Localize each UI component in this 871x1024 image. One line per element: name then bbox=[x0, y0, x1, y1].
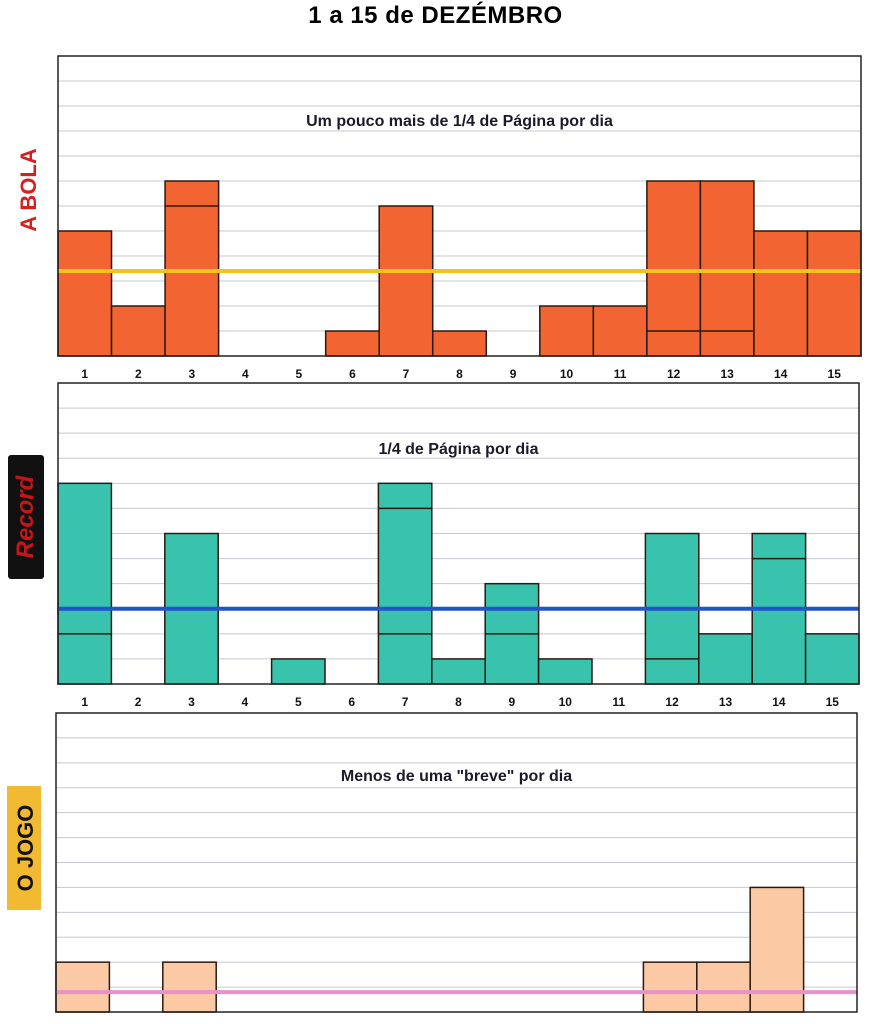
bar-3 bbox=[162, 961, 217, 1013]
bar-2 bbox=[110, 305, 166, 357]
tick-label: 10 bbox=[559, 695, 573, 709]
tick-label: 10 bbox=[560, 367, 574, 381]
page-title: 1 a 15 de DEZÉMBRO bbox=[308, 2, 563, 29]
bar-12 bbox=[646, 180, 702, 357]
bar-14 bbox=[753, 230, 809, 357]
bar-1 bbox=[55, 961, 111, 1013]
bar-8 bbox=[431, 330, 488, 357]
bar-8 bbox=[431, 658, 486, 685]
bar-1 bbox=[57, 230, 113, 357]
tick-label: 11 bbox=[612, 695, 625, 709]
tick-label: 1 bbox=[81, 367, 88, 381]
tick-label: 12 bbox=[667, 367, 681, 381]
bar-13 bbox=[699, 180, 755, 357]
logo-text: Record bbox=[12, 474, 39, 558]
tick-label: 7 bbox=[403, 367, 410, 381]
logo-text: O JOGO bbox=[13, 805, 38, 892]
tick-label: 6 bbox=[348, 695, 355, 709]
tick-label: 13 bbox=[720, 367, 734, 381]
tick-label: 8 bbox=[455, 695, 462, 709]
tick-label: 9 bbox=[510, 367, 517, 381]
tick-label: 9 bbox=[509, 695, 516, 709]
logo-a-bola: A BOLA bbox=[16, 148, 41, 232]
tick-label: 5 bbox=[296, 367, 303, 381]
bar-7 bbox=[378, 205, 434, 357]
tick-label: 2 bbox=[135, 695, 142, 709]
bar-3 bbox=[164, 180, 220, 357]
plot-frame bbox=[55, 712, 858, 1013]
plot-frame bbox=[57, 55, 862, 357]
tick-label: 15 bbox=[828, 367, 842, 381]
bar-10 bbox=[537, 658, 593, 685]
plot-frame bbox=[57, 382, 860, 685]
bar-15 bbox=[806, 230, 862, 357]
tick-label: 11 bbox=[614, 367, 627, 381]
tick-label: 15 bbox=[826, 695, 840, 709]
bar-10 bbox=[539, 305, 595, 357]
tick-label: 14 bbox=[772, 695, 786, 709]
tick-label: 13 bbox=[719, 695, 733, 709]
chart-title: 1/4 de Página por dia bbox=[378, 441, 538, 458]
chart-title: Menos de uma "breve" por dia bbox=[341, 768, 572, 785]
bar-5 bbox=[270, 658, 326, 685]
bar-7 bbox=[377, 482, 433, 685]
bar-1 bbox=[57, 482, 113, 685]
tick-label: 1 bbox=[81, 695, 88, 709]
tick-label: 4 bbox=[242, 695, 249, 709]
chart-o-jogo: Menos de uma "breve" por dia O JOGO bbox=[7, 712, 858, 1013]
chart-title: Um pouco mais de 1/4 de Página por dia bbox=[306, 113, 613, 130]
bar-11 bbox=[592, 305, 648, 357]
bar-13 bbox=[696, 961, 751, 1013]
tick-label: 2 bbox=[135, 367, 142, 381]
logo-background bbox=[8, 455, 44, 579]
bar-6 bbox=[324, 330, 380, 357]
tick-label: 14 bbox=[774, 367, 788, 381]
logo-text: A BOLA bbox=[16, 148, 41, 232]
bar-12 bbox=[642, 961, 698, 1013]
tick-label: 8 bbox=[456, 367, 463, 381]
tick-label: 5 bbox=[295, 695, 302, 709]
bar-13 bbox=[698, 633, 753, 685]
tick-label: 7 bbox=[402, 695, 409, 709]
tick-label: 3 bbox=[188, 695, 195, 709]
logo-record: Record bbox=[8, 455, 44, 579]
bar-15 bbox=[804, 633, 860, 685]
logo-o-jogo: O JOGO bbox=[7, 786, 41, 910]
tick-label: 4 bbox=[242, 367, 249, 381]
tick-label: 12 bbox=[665, 695, 679, 709]
logo-background bbox=[7, 786, 41, 910]
tick-label: 3 bbox=[188, 367, 195, 381]
tick-label: 6 bbox=[349, 367, 356, 381]
